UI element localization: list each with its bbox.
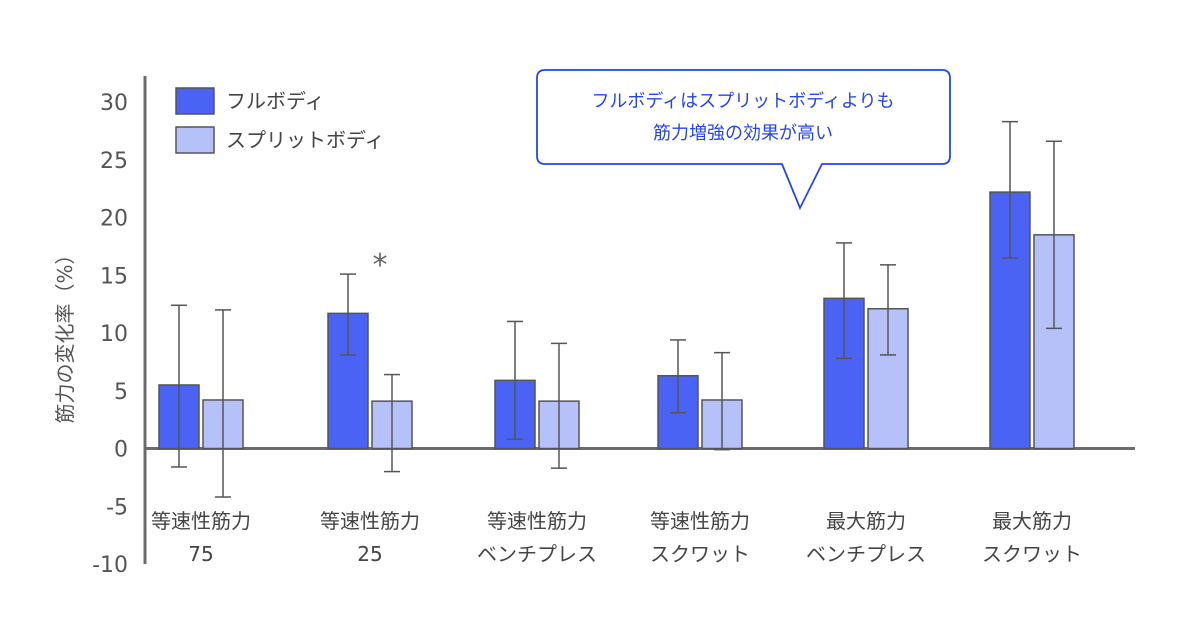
significance-mark: * — [373, 248, 388, 283]
category-label: 等速性筋力 — [650, 509, 750, 533]
axes: 30 25 20 15 10 5 0 -5 -10 筋力の変化率（%） — [53, 76, 1135, 578]
error-bars: * — [171, 120, 1062, 498]
bars — [158, 191, 1075, 450]
category-label: スクワット — [650, 542, 750, 566]
y-tick-label: 15 — [100, 264, 128, 289]
category-label: スクワット — [982, 542, 1082, 566]
legend-swatch — [175, 126, 215, 154]
category-label: 等速性筋力 — [320, 509, 420, 533]
category-label: ベンチプレス — [477, 542, 597, 566]
category-label: 最大筋力 — [826, 509, 906, 533]
y-tick-label: -5 — [106, 495, 128, 520]
category-label: ベンチプレス — [806, 542, 926, 566]
callout-bubble — [536, 69, 951, 211]
y-tick-label: 25 — [100, 149, 128, 174]
legend-label: フルボディ — [226, 89, 325, 113]
category-label: 最大筋力 — [992, 509, 1072, 533]
category-label: 等速性筋力 — [151, 509, 251, 533]
y-tick-label: -10 — [92, 553, 128, 578]
y-tick-label: 5 — [114, 380, 128, 405]
legend-swatch — [175, 87, 215, 115]
category-labels: 等速性筋力75等速性筋力25等速性筋力ベンチプレス等速性筋力スクワット最大筋力ベ… — [151, 509, 1082, 566]
y-tick-label: 30 — [100, 91, 128, 116]
y-tick-label: 10 — [100, 322, 128, 347]
category-label: 75 — [188, 542, 213, 566]
y-tick-label: 0 — [114, 438, 128, 463]
legend-label: スプリットボディ — [226, 128, 385, 152]
callout-text: 筋力増強の効果が高い — [653, 123, 833, 144]
y-tick-label: 20 — [100, 207, 128, 232]
category-label: 等速性筋力 — [487, 509, 587, 533]
y-axis-label: 筋力の変化率（%） — [53, 244, 77, 423]
callout-text: フルボディはスプリットボディよりも — [591, 91, 894, 112]
category-label: 25 — [357, 542, 382, 566]
